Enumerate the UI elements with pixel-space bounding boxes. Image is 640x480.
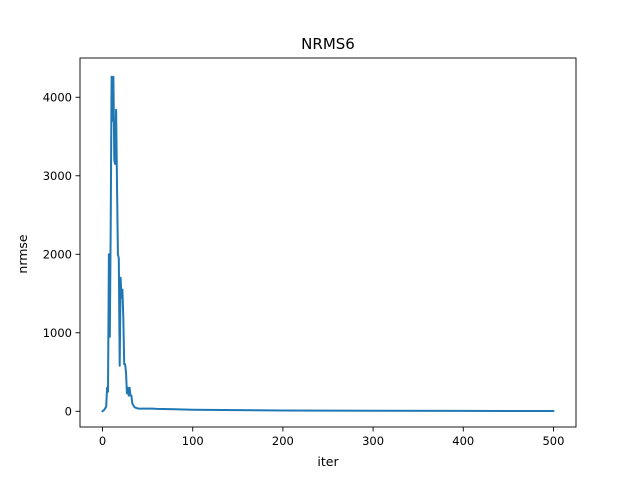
plot-area	[101, 75, 555, 413]
x-axis-ticks: 0 100 200 300 400 500	[99, 427, 564, 448]
y-axis-ticks: 0 1000 2000 3000 4000	[43, 90, 80, 418]
x-tick-label: 500	[542, 434, 564, 448]
series-line	[101, 75, 555, 413]
chart-title: NRMS6	[301, 35, 355, 53]
x-tick-label: 100	[182, 434, 204, 448]
y-tick-label: 4000	[43, 90, 72, 104]
y-tick-label: 1000	[43, 326, 72, 340]
x-axis-label: iter	[317, 454, 339, 469]
y-tick-label: 0	[65, 404, 72, 418]
x-tick-label: 200	[272, 434, 294, 448]
y-tick-label: 2000	[43, 247, 72, 261]
axes-frame	[79, 57, 577, 428]
y-axis-label: nrmse	[15, 234, 30, 274]
x-tick-label: 0	[99, 434, 106, 448]
x-tick-label: 300	[362, 434, 384, 448]
y-tick-label: 3000	[43, 169, 72, 183]
x-tick-label: 400	[452, 434, 474, 448]
